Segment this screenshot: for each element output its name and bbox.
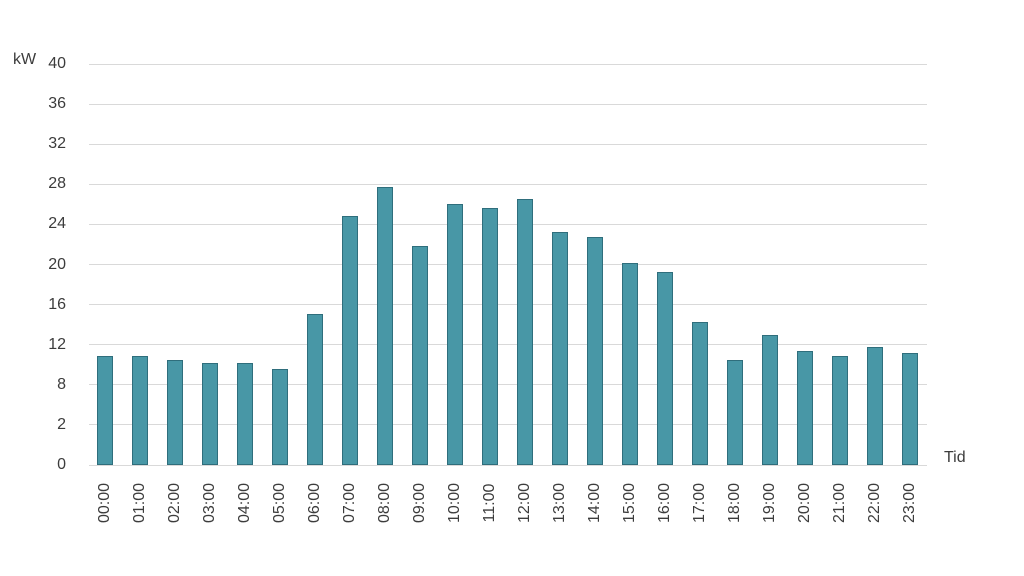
bar-01:00 xyxy=(131,355,148,465)
x-tick-label: 19:00 xyxy=(760,482,778,524)
bar-19:00 xyxy=(761,334,778,465)
bar-08:00 xyxy=(376,187,393,465)
y-tick-label: 40 xyxy=(48,55,66,72)
bar-07:00 xyxy=(341,216,358,465)
x-tick-label: 22:00 xyxy=(865,482,883,524)
x-tick-label: 13:00 xyxy=(550,482,568,524)
x-tick-label: 09:00 xyxy=(410,482,428,524)
gridline xyxy=(89,304,927,306)
gridline xyxy=(89,183,927,185)
x-tick-label: 14:00 xyxy=(585,482,603,524)
y-tick-label: 36 xyxy=(48,95,66,113)
bar-14:00 xyxy=(586,237,603,465)
bar-20:00 xyxy=(796,350,813,465)
y-axis-unit-label: kW xyxy=(13,51,37,68)
y-tick-label: 20 xyxy=(48,255,66,273)
x-tick-label: 05:00 xyxy=(270,482,288,524)
gridline xyxy=(89,344,927,346)
x-tick-label: 18:00 xyxy=(725,482,743,524)
x-tick-label: 20:00 xyxy=(795,482,813,524)
x-tick-label: 11:00 xyxy=(480,483,498,523)
x-tick-label: 10:00 xyxy=(445,482,463,524)
gridline xyxy=(89,464,927,466)
x-tick-label: 15:00 xyxy=(620,482,638,524)
y-tick-label: 32 xyxy=(48,135,66,153)
gridline xyxy=(89,264,927,265)
x-tick-label: 08:00 xyxy=(375,482,393,524)
gridline xyxy=(89,103,927,105)
bar-09:00 xyxy=(411,246,428,465)
bar-13:00 xyxy=(551,232,568,465)
x-tick-label: 01:00 xyxy=(130,482,148,524)
y-tick-label: 28 xyxy=(48,175,66,193)
bar-05:00 xyxy=(271,368,288,465)
bar-12:00 xyxy=(516,199,533,465)
bar-23:00 xyxy=(901,352,918,465)
x-tick-label: 23:00 xyxy=(900,482,918,524)
x-axis-title: Tid xyxy=(944,449,966,466)
x-tick-label: 02:00 xyxy=(165,482,183,524)
bar-10:00 xyxy=(446,204,463,465)
gridline xyxy=(89,63,927,65)
x-tick-label: 03:00 xyxy=(200,482,218,524)
bar-17:00 xyxy=(691,321,708,465)
bar-03:00 xyxy=(201,362,218,465)
bar-04:00 xyxy=(236,362,253,465)
bar-21:00 xyxy=(831,355,848,465)
x-tick-label: 07:00 xyxy=(340,482,358,524)
bar-22:00 xyxy=(866,346,883,465)
x-tick-label: 06:00 xyxy=(305,482,323,524)
gridline xyxy=(89,223,927,225)
y-tick-label: 12 xyxy=(48,335,66,353)
y-tick-label: 2 xyxy=(57,415,66,433)
x-tick-label: 17:00 xyxy=(690,482,708,524)
bar-11:00 xyxy=(481,208,498,465)
bar-06:00 xyxy=(306,313,323,465)
x-tick-label: 16:00 xyxy=(655,482,673,524)
bar-15:00 xyxy=(621,263,638,465)
bar-02:00 xyxy=(166,359,183,465)
gridline xyxy=(89,424,927,426)
gridline xyxy=(89,384,927,386)
bar-18:00 xyxy=(726,359,743,465)
y-tick-label: 8 xyxy=(57,375,66,393)
x-tick-label: 04:00 xyxy=(235,482,253,524)
y-tick-label: 16 xyxy=(48,295,66,313)
x-tick-label: 12:00 xyxy=(515,482,533,524)
x-tick-label: 21:00 xyxy=(830,482,848,524)
y-tick-label: 0 xyxy=(57,456,66,473)
x-tick-label: 00:00 xyxy=(95,482,113,524)
y-tick-label: 24 xyxy=(48,215,66,233)
bar-16:00 xyxy=(656,271,673,465)
gridline xyxy=(89,143,927,145)
bar-00:00 xyxy=(96,355,113,465)
